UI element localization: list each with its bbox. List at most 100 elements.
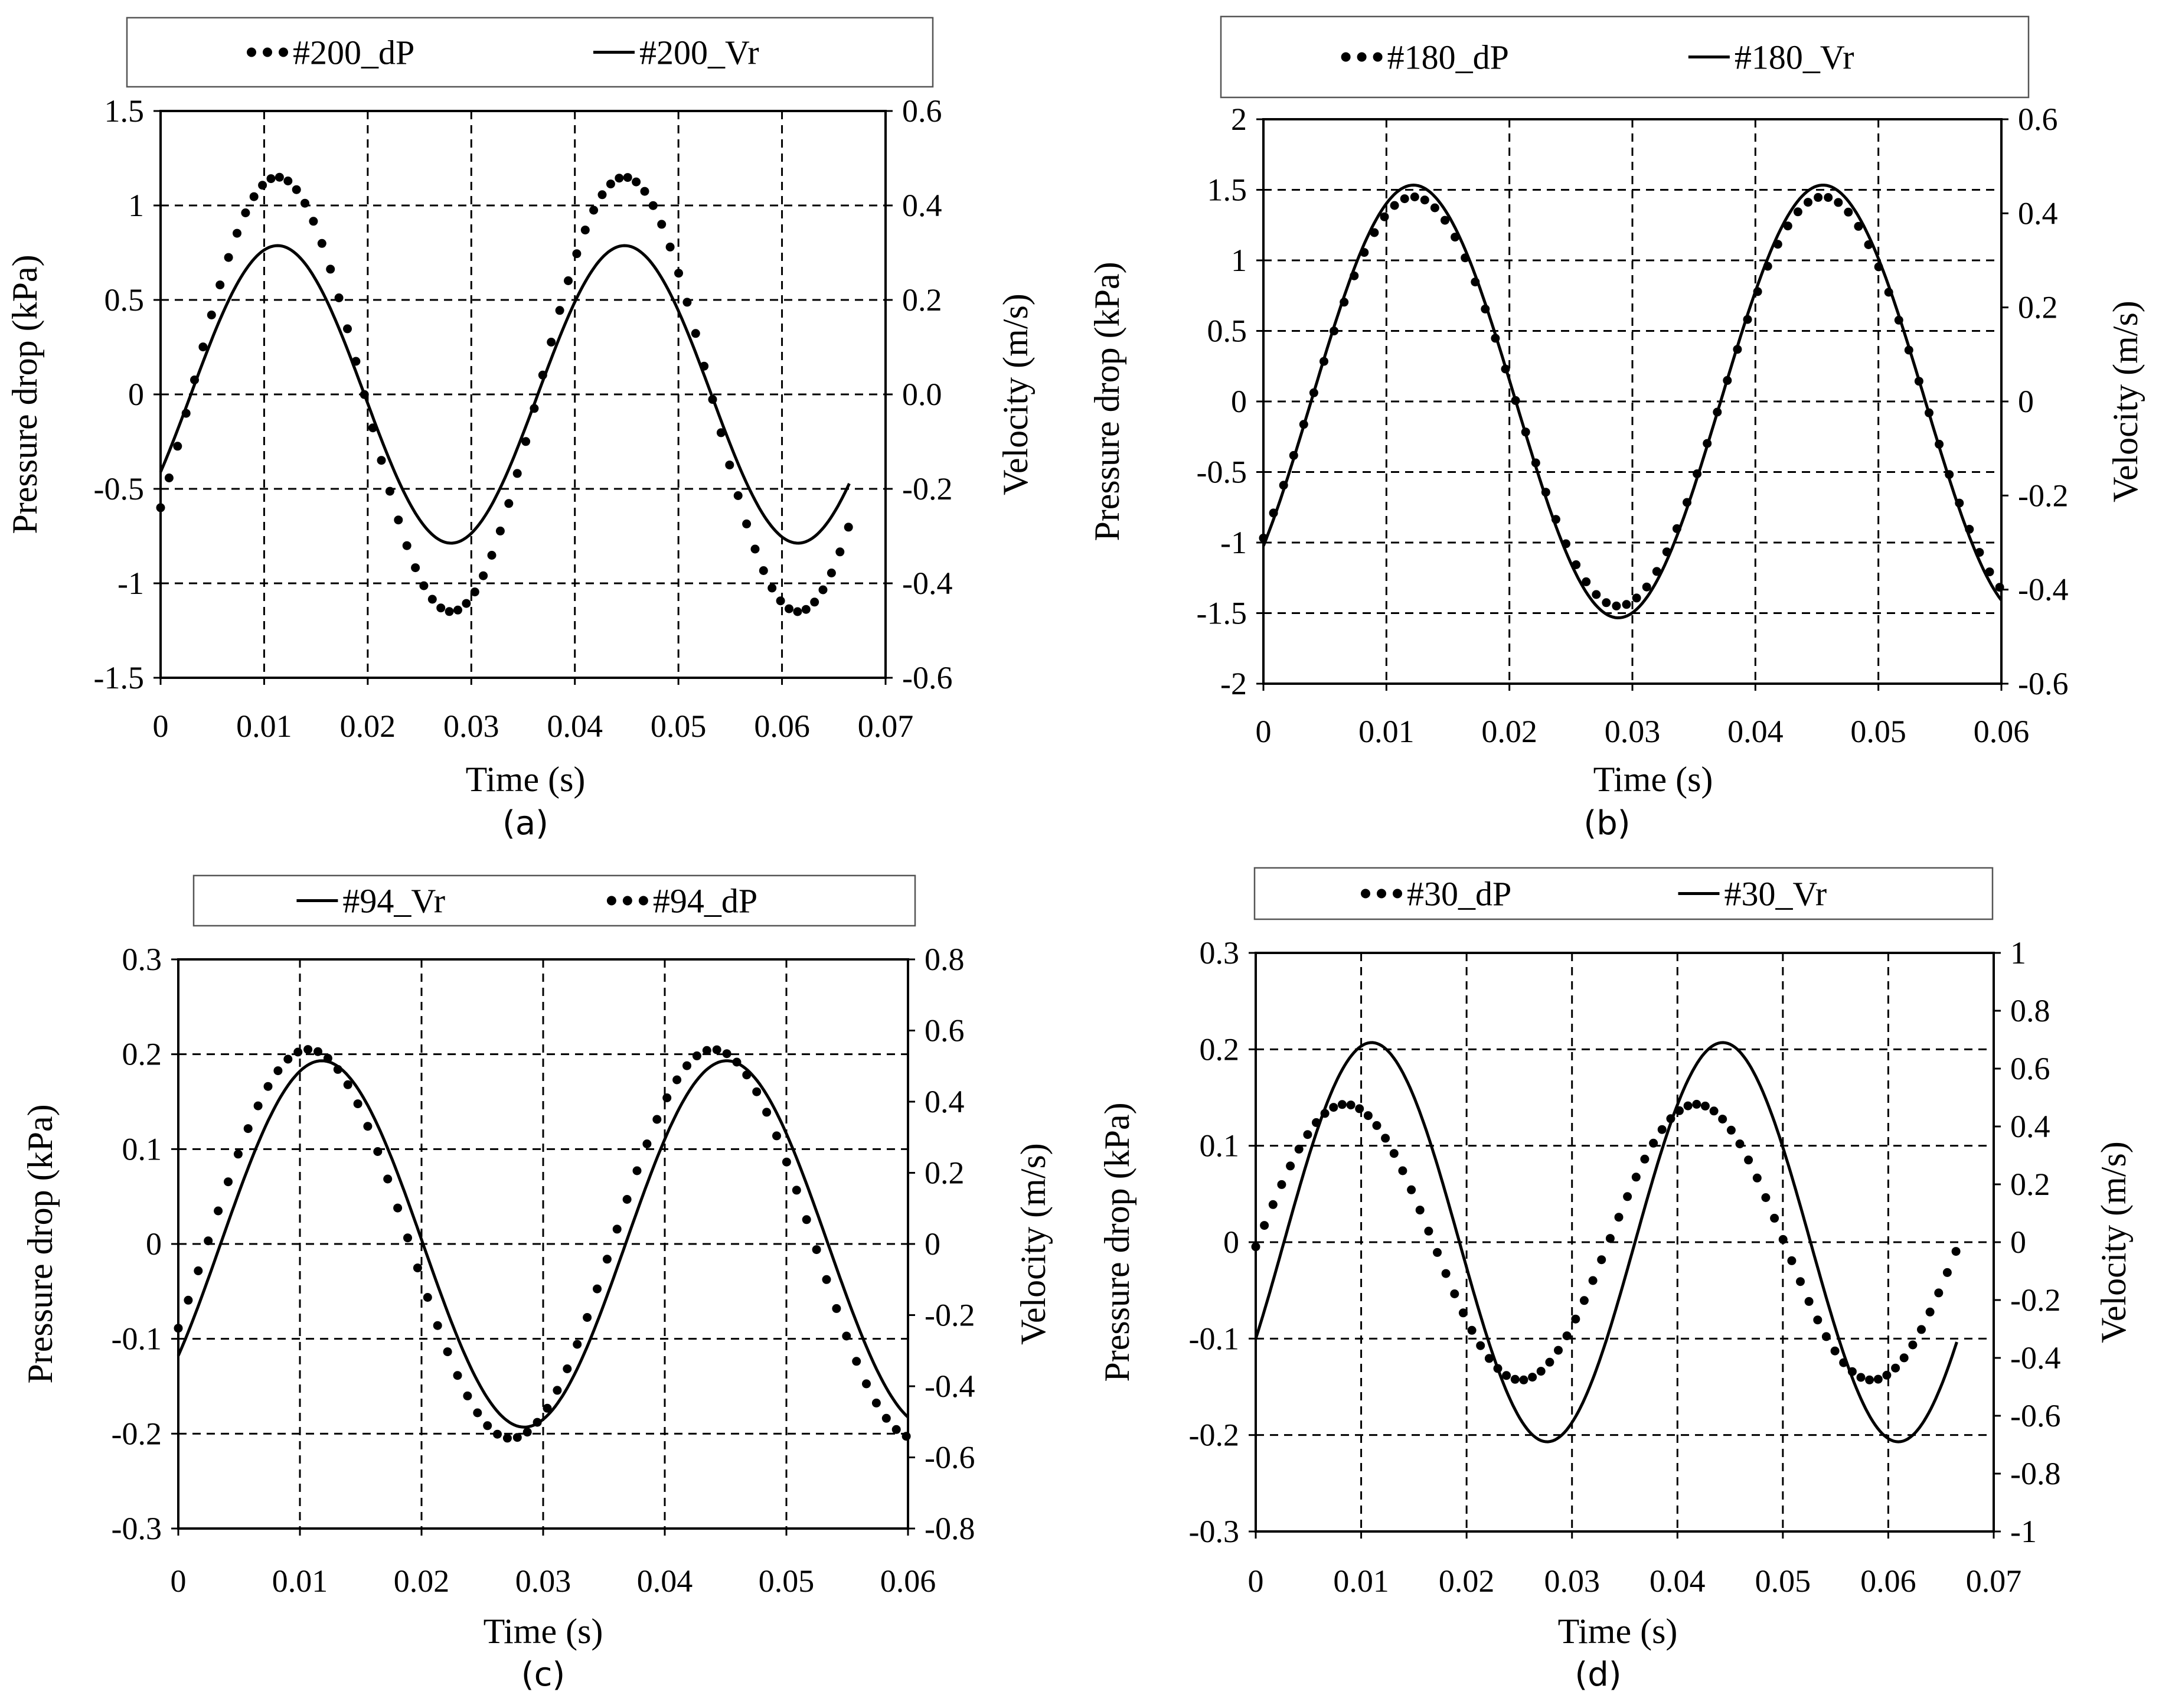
data-point <box>1640 1154 1650 1164</box>
data-point <box>207 311 216 319</box>
y-tick-label: 1.5 <box>1207 172 1247 208</box>
data-point <box>303 1045 313 1054</box>
y-tick-label: -1.5 <box>1197 596 1247 631</box>
data-point <box>1882 1370 1892 1380</box>
data-point <box>1951 1247 1961 1256</box>
legend-dot-swatch <box>263 47 272 57</box>
data-point <box>1554 1346 1563 1355</box>
x-tick-label: 0.01 <box>1358 714 1415 749</box>
data-point <box>353 1099 362 1109</box>
data-point <box>776 596 785 606</box>
data-point <box>249 192 259 201</box>
data-point <box>504 499 514 508</box>
x-tick-label: 0.06 <box>1974 714 2030 749</box>
y-tick-label: 1 <box>128 188 144 223</box>
data-point <box>224 1177 233 1187</box>
data-point <box>553 1386 562 1395</box>
x-tick-label: 0.01 <box>1333 1563 1389 1599</box>
legend-dot-swatch <box>279 47 288 57</box>
y2-tick-label: -0.6 <box>902 660 952 695</box>
data-point <box>1700 1101 1710 1111</box>
data-point <box>835 547 845 557</box>
data-point <box>283 177 293 185</box>
x-axis-label: Time (s) <box>1558 1612 1678 1651</box>
data-point <box>572 249 582 259</box>
data-point <box>597 190 607 200</box>
data-point <box>759 566 768 575</box>
y-tick-label: -0.5 <box>94 471 144 507</box>
data-point <box>682 1061 691 1070</box>
y-tick-label: -0.3 <box>112 1511 162 1546</box>
data-point <box>602 1255 612 1264</box>
data-point <box>533 1418 542 1427</box>
y2-tick-label: -0.6 <box>2010 1398 2060 1433</box>
data-point <box>343 1080 352 1089</box>
data-point <box>343 324 352 334</box>
x-axis-label: Time (s) <box>484 1612 603 1651</box>
data-point <box>902 1432 911 1441</box>
y2-tick-label: 0.6 <box>925 1013 965 1049</box>
data-point <box>243 1124 253 1134</box>
data-point <box>1588 1276 1598 1285</box>
data-point <box>1793 207 1802 217</box>
y-tick-label: 0 <box>1231 384 1247 419</box>
y-tick-label: -2 <box>1220 666 1247 701</box>
data-point <box>1420 195 1429 205</box>
y-axis-label: Pressure drop (kPa) <box>1098 1102 1136 1382</box>
data-point <box>292 185 301 194</box>
data-point <box>632 177 641 187</box>
data-point <box>648 201 658 210</box>
legend-label: #180_dP <box>1387 38 1509 77</box>
series-line-#30_Vr <box>1254 1041 1958 1444</box>
legend-dot-swatch <box>638 896 648 906</box>
data-point <box>1834 198 1843 207</box>
data-point <box>1683 1101 1693 1111</box>
y2-tick-label: -0.6 <box>925 1440 975 1475</box>
legend: #180_dP #180_Vr <box>1220 15 2030 99</box>
data-point <box>1824 193 1833 202</box>
data-point <box>1286 1161 1295 1171</box>
data-point <box>1398 1166 1407 1175</box>
data-point <box>326 264 335 274</box>
data-point <box>657 220 667 229</box>
y-tick-label: 0.2 <box>122 1037 162 1072</box>
data-point <box>702 1046 711 1055</box>
legend-label: #94_dP <box>653 882 757 920</box>
data-point <box>752 1087 762 1096</box>
data-point <box>1337 1100 1347 1109</box>
data-point <box>1917 1325 1926 1334</box>
series-dots-#94_dP <box>174 1045 911 1443</box>
data-point <box>1891 1363 1900 1373</box>
legend-label: #30_dP <box>1407 875 1511 913</box>
data-point <box>1612 601 1621 610</box>
data-point <box>712 1045 721 1054</box>
y-tick-label: -0.2 <box>1189 1418 1239 1453</box>
legend-dot-swatch <box>622 896 632 906</box>
data-point <box>1251 1242 1260 1252</box>
data-point <box>1642 582 1651 592</box>
data-point <box>622 1195 632 1204</box>
series-line-#180_Vr <box>1262 183 2003 620</box>
data-point <box>881 1413 891 1423</box>
data-point <box>1562 1331 1572 1341</box>
y2-tick-label: -1 <box>2010 1514 2037 1549</box>
y2-tick-label: 0.6 <box>2018 102 2058 137</box>
data-point <box>1372 1121 1381 1130</box>
legend-dot-swatch <box>1361 889 1370 899</box>
legend-dot-swatch <box>1357 52 1367 62</box>
data-point <box>483 1421 492 1431</box>
data-point <box>606 179 615 189</box>
y-axis-label: Pressure drop (kPa) <box>5 254 44 534</box>
data-point <box>1873 1374 1883 1384</box>
data-point <box>1467 1325 1477 1335</box>
data-point <box>1787 1256 1797 1265</box>
y2-tick-label: 0 <box>925 1226 940 1262</box>
data-point <box>512 469 522 478</box>
y2-tick-label: 0.6 <box>2010 1051 2050 1086</box>
data-point <box>1856 1373 1866 1382</box>
x-tick-label: 0.05 <box>759 1563 815 1599</box>
data-point <box>1592 590 1601 599</box>
legend: #30_dP #30_Vr <box>1253 867 1994 920</box>
x-tick-label: 0.02 <box>1481 714 1537 749</box>
legend-box <box>1220 15 2030 99</box>
